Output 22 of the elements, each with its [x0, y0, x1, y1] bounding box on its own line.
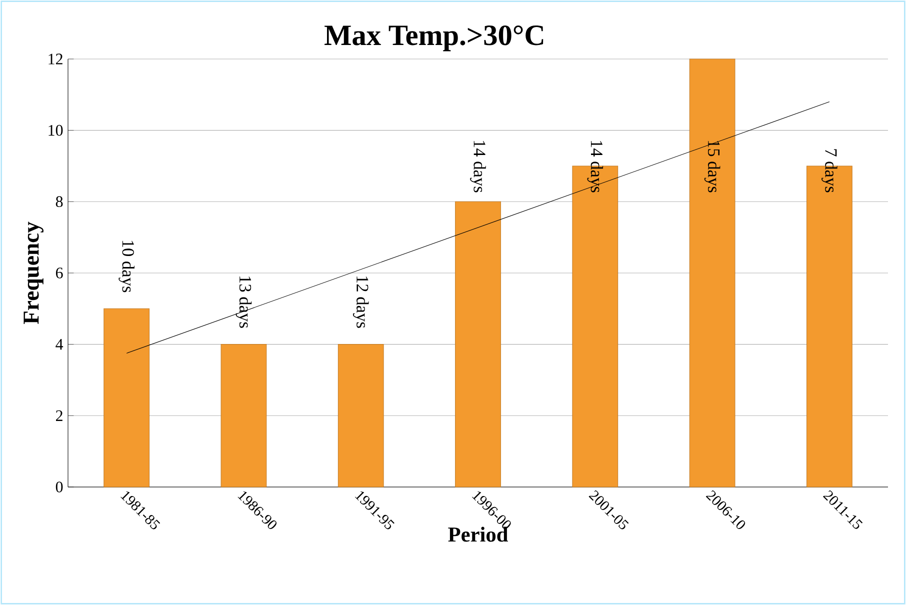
y-tick-label: 4 [56, 339, 64, 350]
y-tick-label: 10 [48, 124, 63, 136]
y-axis-title: Frequency [24, 222, 44, 324]
annotation: 13 days [236, 276, 252, 328]
bar [689, 58, 736, 488]
y-tick-label: 2 [56, 410, 62, 421]
chart-title: Max Temp.>30°C [324, 25, 544, 52]
bar [338, 344, 384, 488]
bar [220, 344, 267, 488]
annotation: 12 days [352, 276, 369, 328]
annotation: 10 days [118, 240, 134, 292]
annotation: 15 days [704, 141, 720, 192]
y-tick-label: 8 [56, 196, 63, 208]
y-tick-label: 0 [56, 482, 63, 492]
annotation: 14 days [470, 141, 486, 192]
bar [455, 201, 501, 488]
y-tick-label: 12 [48, 54, 62, 64]
bar [104, 308, 150, 488]
annotation: 14 days [587, 141, 604, 192]
annotation: 7 days [822, 149, 838, 192]
y-tick-label: 6 [56, 268, 63, 278]
x-axis-title: Period [448, 526, 508, 542]
